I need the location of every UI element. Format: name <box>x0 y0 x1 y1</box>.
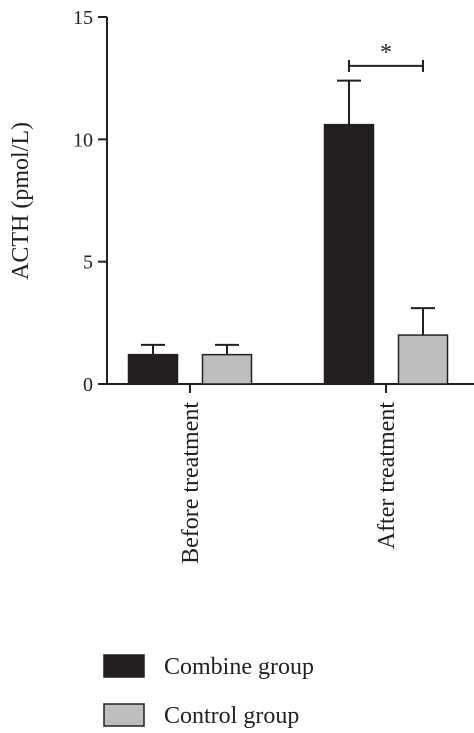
control-group-swatch <box>103 703 145 727</box>
combine-group-label: Combine group <box>164 654 314 680</box>
x-category-label: Before treatment <box>178 402 204 564</box>
y-axis-title: ACTH (pmol/L) <box>8 122 34 280</box>
y-tick-label: 15 <box>73 7 93 29</box>
combine-group-swatch <box>103 654 145 678</box>
y-axis: 0 5 10 15 <box>73 7 108 396</box>
x-axis: Before treatment After treatment <box>107 383 474 564</box>
control-group-bar <box>201 353 253 385</box>
significance-marker: * <box>380 40 392 66</box>
y-tick-label: 5 <box>83 252 93 274</box>
control-group-bar <box>397 334 449 385</box>
y-tick-label: 10 <box>73 129 93 151</box>
significance-annotations: * <box>348 40 424 72</box>
x-category-label: After treatment <box>374 402 400 550</box>
control-group-label: Control group <box>164 703 299 729</box>
y-tick-label: 0 <box>83 374 93 396</box>
bars <box>127 79 449 385</box>
combine-group-bar <box>127 353 179 385</box>
combine-group-bar <box>323 123 375 385</box>
legend: Combine group Control group <box>103 654 314 729</box>
